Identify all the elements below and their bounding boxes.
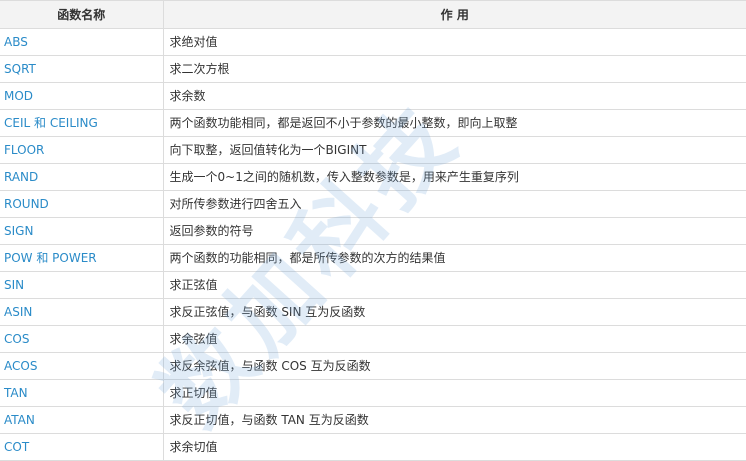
- function-name[interactable]: TAN: [0, 379, 164, 407]
- table-row: SIGN 返回参数的符号: [0, 217, 746, 245]
- function-name[interactable]: COT: [0, 433, 164, 461]
- table-header-row: 函数名称 作 用: [0, 0, 746, 29]
- function-name[interactable]: RAND: [0, 163, 164, 191]
- table-row: SIN 求正弦值: [0, 271, 746, 299]
- function-name[interactable]: ASIN: [0, 298, 164, 326]
- function-description: 两个函数功能相同，都是返回不小于参数的最小整数，即向上取整: [163, 109, 746, 137]
- function-name[interactable]: ACOS: [0, 352, 164, 380]
- function-description: 求正切值: [163, 379, 746, 407]
- function-description: 求绝对值: [163, 28, 746, 56]
- header-function-name: 函数名称: [0, 0, 164, 29]
- function-name[interactable]: SIN: [0, 271, 164, 299]
- function-description: 求反正弦值，与函数 SIN 互为反函数: [163, 298, 746, 326]
- table-row: CEIL 和 CEILING 两个函数功能相同，都是返回不小于参数的最小整数，即向…: [0, 109, 746, 137]
- function-name[interactable]: ATAN: [0, 406, 164, 434]
- function-description: 求正弦值: [163, 271, 746, 299]
- function-description: 两个函数的功能相同，都是所传参数的次方的结果值: [163, 244, 746, 272]
- function-name[interactable]: CEIL 和 CEILING: [0, 109, 164, 137]
- table-row: COS 求余弦值: [0, 325, 746, 353]
- function-description: 求反余弦值，与函数 COS 互为反函数: [163, 352, 746, 380]
- table-row: ROUND 对所传参数进行四舍五入: [0, 190, 746, 218]
- header-purpose: 作 用: [163, 0, 746, 29]
- function-description: 返回参数的符号: [163, 217, 746, 245]
- function-name[interactable]: POW 和 POWER: [0, 244, 164, 272]
- function-name[interactable]: ABS: [0, 28, 164, 56]
- function-name[interactable]: COS: [0, 325, 164, 353]
- function-description: 求余弦值: [163, 325, 746, 353]
- function-description: 求余数: [163, 82, 746, 110]
- table-row: ASIN 求反正弦值，与函数 SIN 互为反函数: [0, 298, 746, 326]
- function-description: 对所传参数进行四舍五入: [163, 190, 746, 218]
- function-name[interactable]: SQRT: [0, 55, 164, 83]
- table-body: ABS 求绝对值 SQRT 求二次方根 MOD 求余数 CEIL 和 CEILING 两个函数…: [0, 28, 746, 461]
- table-row: TAN 求正切值: [0, 379, 746, 407]
- function-description: 求反正切值，与函数 TAN 互为反函数: [163, 406, 746, 434]
- function-description: 求余切值: [163, 433, 746, 461]
- function-name[interactable]: FLOOR: [0, 136, 164, 164]
- function-description: 向下取整，返回值转化为一个BIGINT: [163, 136, 746, 164]
- table-row: FLOOR 向下取整，返回值转化为一个BIGINT: [0, 136, 746, 164]
- table-row: COT 求余切值: [0, 433, 746, 461]
- function-name[interactable]: ROUND: [0, 190, 164, 218]
- function-description: 生成一个0~1之间的随机数，传入整数参数是，用来产生重复序列: [163, 163, 746, 191]
- table-row: ATAN 求反正切值，与函数 TAN 互为反函数: [0, 406, 746, 434]
- table-row: RAND 生成一个0~1之间的随机数，传入整数参数是，用来产生重复序列: [0, 163, 746, 191]
- table-row: MOD 求余数: [0, 82, 746, 110]
- table-row: SQRT 求二次方根: [0, 55, 746, 83]
- function-description: 求二次方根: [163, 55, 746, 83]
- table-row: ABS 求绝对值: [0, 28, 746, 56]
- function-name[interactable]: MOD: [0, 82, 164, 110]
- table-row: POW 和 POWER 两个函数的功能相同，都是所传参数的次方的结果值: [0, 244, 746, 272]
- function-name[interactable]: SIGN: [0, 217, 164, 245]
- table-row: ACOS 求反余弦值，与函数 COS 互为反函数: [0, 352, 746, 380]
